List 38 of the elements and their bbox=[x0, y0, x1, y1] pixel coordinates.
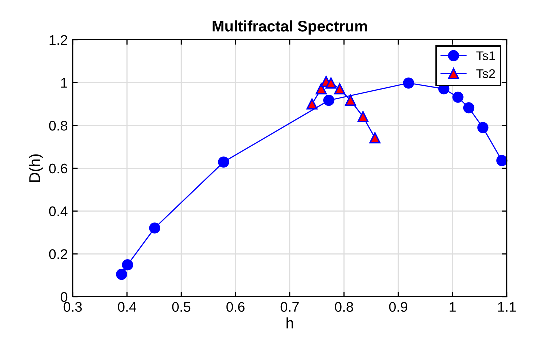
point bbox=[478, 122, 489, 134]
y-tick-label: 0.6 bbox=[49, 164, 68, 174]
x-tick-label: 0.5 bbox=[172, 302, 191, 312]
point bbox=[370, 132, 381, 144]
point bbox=[218, 156, 230, 168]
x-tick-label: 0.3 bbox=[64, 302, 82, 312]
x-tick-label: 0.9 bbox=[389, 302, 408, 312]
x-tick-label: 0.7 bbox=[280, 302, 299, 312]
y-tick-label: 0.4 bbox=[49, 206, 68, 217]
legend-label: Ts2 bbox=[476, 69, 496, 78]
x-tick-label: 0.4 bbox=[118, 302, 136, 312]
point bbox=[316, 83, 328, 95]
point bbox=[334, 83, 346, 95]
y-axis-title: D(h) bbox=[29, 154, 44, 182]
legend-label: Ts1 bbox=[476, 52, 496, 60]
y-tick-label: 0 bbox=[60, 292, 68, 302]
point bbox=[149, 222, 160, 234]
point bbox=[324, 95, 335, 106]
y-tick-label: 1 bbox=[61, 78, 68, 88]
point bbox=[463, 102, 475, 114]
point bbox=[345, 95, 356, 106]
x-tick-label: 0.8 bbox=[335, 302, 354, 312]
chart-title: Multifractal Spectrum bbox=[212, 20, 368, 35]
y-tick-label: 0.2 bbox=[49, 250, 68, 260]
point bbox=[496, 155, 508, 166]
x-tick-label: 1.1 bbox=[498, 302, 516, 312]
y-tick-label: 0.8 bbox=[49, 121, 68, 131]
point bbox=[452, 92, 464, 103]
point bbox=[116, 268, 128, 280]
point bbox=[326, 78, 337, 89]
point bbox=[306, 98, 318, 110]
x-axis-title: h bbox=[286, 318, 294, 329]
point bbox=[403, 78, 414, 89]
y-tick-label: 1.2 bbox=[50, 35, 68, 46]
point bbox=[122, 260, 134, 271]
point bbox=[358, 111, 369, 122]
x-tick-label: 0.6 bbox=[226, 302, 245, 312]
x-tick-label: 1 bbox=[450, 302, 456, 312]
